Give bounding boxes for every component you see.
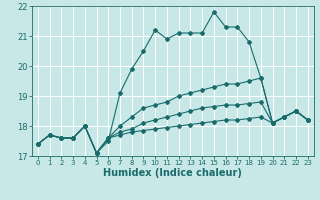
X-axis label: Humidex (Indice chaleur): Humidex (Indice chaleur) bbox=[103, 168, 242, 178]
